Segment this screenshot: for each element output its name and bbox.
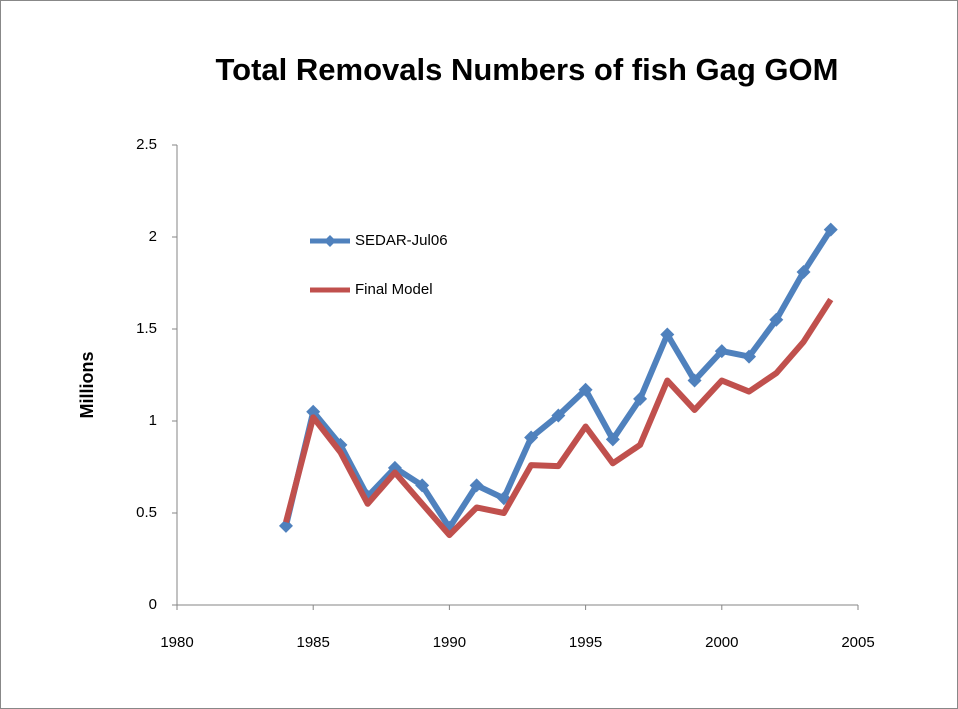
data-point [633, 391, 648, 406]
legend-marker [324, 235, 336, 247]
data-point [714, 344, 729, 359]
legend-label: Final Model [355, 281, 433, 298]
data-point [278, 518, 293, 533]
data-point [578, 382, 593, 397]
series-line [283, 297, 834, 539]
x-tick-label: 2005 [841, 634, 874, 651]
x-tick-label: 1995 [569, 634, 602, 651]
data-point [551, 408, 566, 423]
data-point [469, 478, 484, 493]
legend-label: SEDAR-Jul06 [355, 232, 448, 249]
x-tick-label: 1980 [160, 634, 193, 651]
x-tick-label: 1985 [297, 634, 330, 651]
data-point [796, 264, 811, 279]
chart-title: Total Removals Numbers of fish Gag GOM [216, 52, 839, 87]
data-point [823, 222, 838, 237]
y-tick-label: 1 [149, 412, 157, 429]
data-point [605, 432, 620, 447]
y-tick-label: 0.5 [136, 504, 157, 521]
data-point [524, 430, 539, 445]
data-point [387, 460, 402, 475]
data-point [660, 327, 675, 342]
data-point [306, 404, 321, 419]
data-point [415, 478, 430, 493]
data-point [769, 312, 784, 327]
x-tick-label: 2000 [705, 634, 738, 651]
data-point [742, 349, 757, 364]
y-tick-label: 1.5 [136, 320, 157, 337]
y-axis-label: Millions [77, 352, 97, 419]
y-tick-label: 0 [149, 596, 157, 613]
y-tick-label: 2 [149, 228, 157, 245]
y-tick-label: 2.5 [136, 136, 157, 153]
x-tick-label: 1990 [433, 634, 466, 651]
data-point [687, 373, 702, 388]
